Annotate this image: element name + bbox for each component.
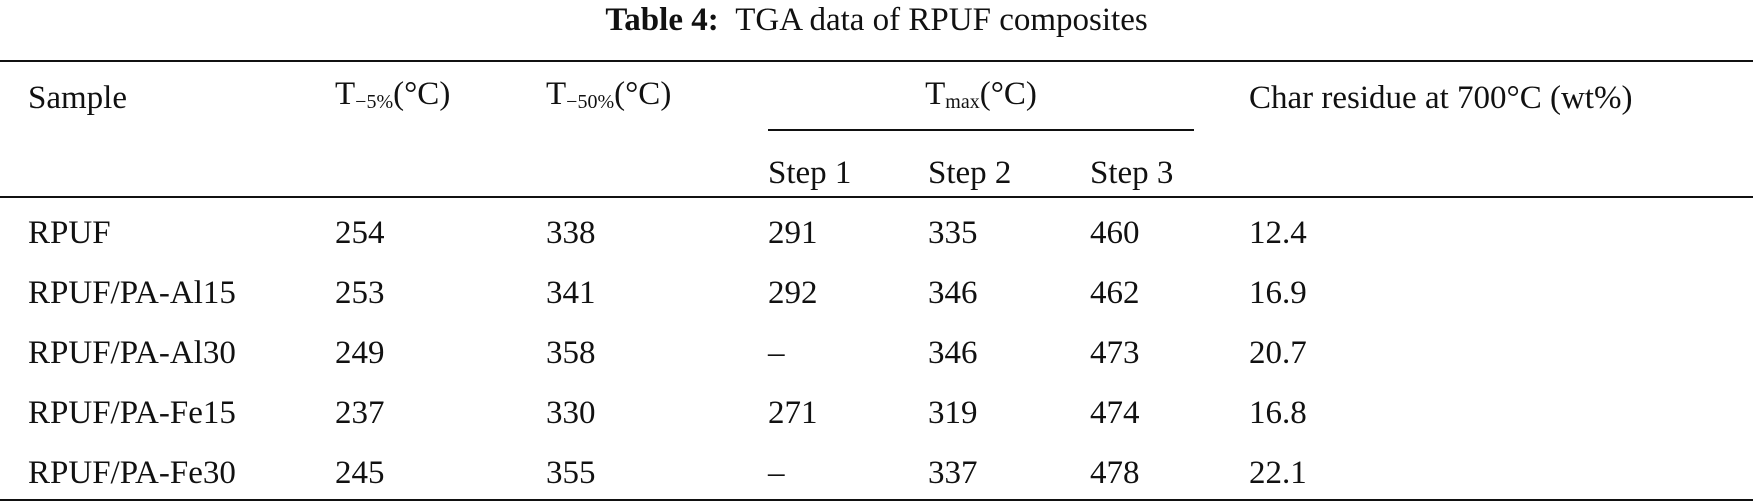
header-unit: (°C) [979,76,1037,112]
table-cell: 462 [1090,275,1140,311]
top-rule [0,60,1753,62]
table-cell: 253 [335,275,385,311]
header-subscript: −5% [355,91,394,113]
column-header: Sample [28,80,127,116]
sample-name: RPUF/PA-Al15 [28,275,236,311]
table-cell: 346 [928,275,978,311]
sample-name: RPUF/PA-Al30 [28,335,236,371]
table-cell: 254 [335,215,385,251]
sample-name: RPUF/PA-Fe15 [28,395,236,431]
header-symbol: T [925,76,946,112]
table-caption: Table 4: TGA data of RPUF composites [0,0,1753,40]
table-cell: 473 [1090,335,1140,371]
table-cell: 291 [768,215,818,251]
column-header: Char residue at 700°C (wt%) [1249,80,1633,116]
table-cell: 341 [546,275,596,311]
header-rule [0,196,1753,198]
table-cell: 319 [928,395,978,431]
table-cell: 271 [768,395,818,431]
table-cell: 12.4 [1249,215,1307,251]
step-header: Step 3 [1090,155,1174,191]
column-header: T−5%(°C) [335,74,450,122]
sample-name: RPUF/PA-Fe30 [28,455,236,491]
table-cell: 16.9 [1249,275,1307,311]
step-header: Step 1 [768,155,852,191]
header-subscript: max [945,91,980,113]
table-cell: 330 [546,395,596,431]
table-cell: 245 [335,455,385,491]
caption-label: Table 4: [605,2,719,38]
table-cell: – [768,455,785,491]
step-header: Step 2 [928,155,1012,191]
header-symbol: T [335,76,356,112]
table-cell: 16.8 [1249,395,1307,431]
table-cell: 20.7 [1249,335,1307,371]
header-unit: (°C) [614,76,672,112]
header-subscript: −50% [566,91,615,113]
caption-text: TGA data of RPUF composites [735,2,1148,38]
table-cell: 237 [335,395,385,431]
tmax-rule [768,129,1194,131]
column-header: T−50%(°C) [546,74,671,122]
table-cell: – [768,335,785,371]
table-cell: 358 [546,335,596,371]
table-cell: 292 [768,275,818,311]
table-cell: 355 [546,455,596,491]
column-header: Tmax(°C) [768,74,1194,122]
table-cell: 335 [928,215,978,251]
sample-name: RPUF [28,215,111,251]
table-cell: 249 [335,335,385,371]
table-cell: 478 [1090,455,1140,491]
table-cell: 22.1 [1249,455,1307,491]
table-cell: 337 [928,455,978,491]
table-cell: 338 [546,215,596,251]
table-cell: 474 [1090,395,1140,431]
header-unit: (°C) [393,76,451,112]
header-symbol: T [546,76,567,112]
bottom-rule [0,499,1753,501]
table-cell: 460 [1090,215,1140,251]
table-cell: 346 [928,335,978,371]
